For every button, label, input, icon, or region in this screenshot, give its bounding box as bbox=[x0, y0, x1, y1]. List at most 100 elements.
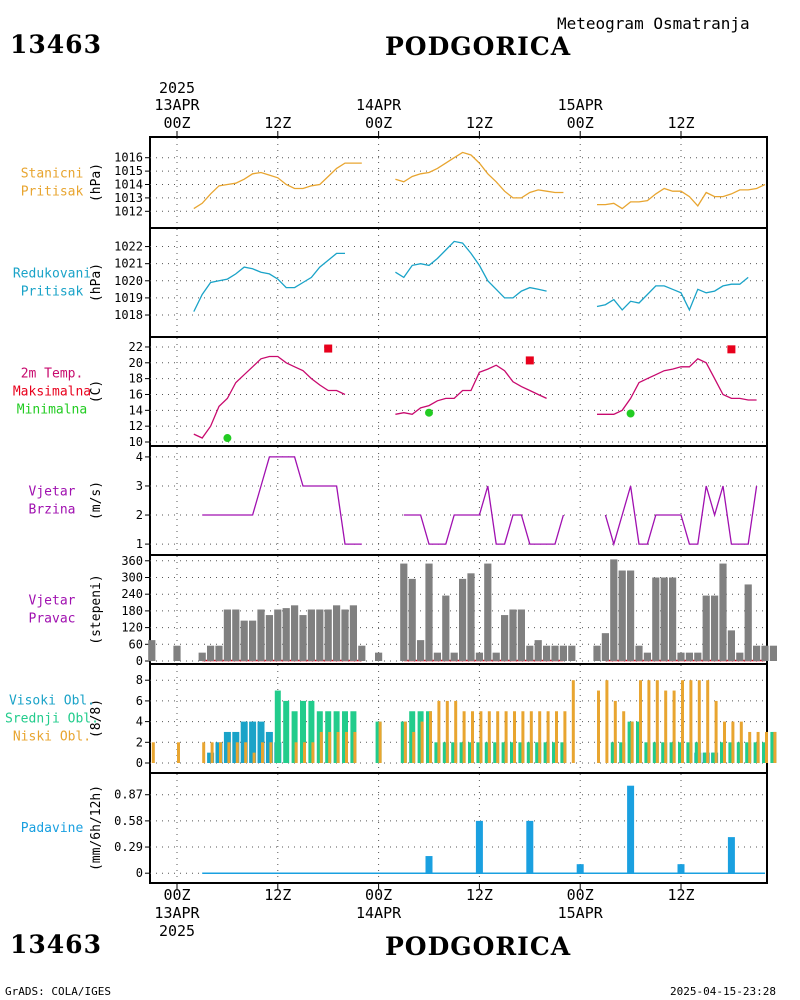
bottom-hour-label: 12Z bbox=[667, 886, 694, 904]
wind-direction-bar bbox=[568, 645, 576, 661]
cloud-bar-low bbox=[647, 680, 651, 763]
wind-direction-bar bbox=[475, 652, 483, 661]
panel-label: Pritisak bbox=[21, 285, 84, 300]
top-hour-label: 00Z bbox=[163, 114, 190, 132]
wind-direction-bar bbox=[240, 620, 248, 661]
series-line bbox=[395, 240, 547, 299]
wind-direction-bar bbox=[492, 652, 500, 661]
top-day-label: 13APR bbox=[154, 96, 200, 114]
wind-direction-bar bbox=[669, 577, 677, 661]
wind-direction-bar bbox=[702, 595, 710, 661]
cloud-bar-low bbox=[496, 711, 500, 763]
panel-label: Vjetar bbox=[29, 485, 76, 500]
wind-direction-bar bbox=[761, 645, 769, 661]
bottom-hour-label: 00Z bbox=[365, 886, 392, 904]
precip-bar bbox=[576, 864, 584, 874]
cloud-bar-low bbox=[261, 742, 264, 763]
footer-station-id: 13463 bbox=[10, 930, 102, 959]
cloud-bar-low bbox=[252, 752, 256, 763]
cloud-bar-low bbox=[622, 711, 626, 763]
y-tick-label: 2 bbox=[136, 508, 143, 522]
top-hour-label: 00Z bbox=[365, 114, 392, 132]
y-axis-label: (8/8) bbox=[89, 699, 104, 738]
top-hour-label: 12Z bbox=[667, 114, 694, 132]
series-line bbox=[193, 162, 362, 210]
panel-precipitation bbox=[145, 774, 767, 882]
wind-direction-bar bbox=[753, 645, 761, 661]
cloud-bar-low bbox=[613, 700, 617, 763]
y-tick-label: 0.58 bbox=[114, 814, 143, 828]
panel-wind_speed bbox=[145, 447, 767, 554]
cloud-bar-low bbox=[765, 731, 768, 763]
timestamp-label: 2025-04-15-23:28 bbox=[670, 985, 776, 998]
cloud-bar-low bbox=[731, 721, 735, 763]
y-tick-label: 6 bbox=[136, 694, 143, 708]
panel-label: Redukovani bbox=[13, 267, 91, 282]
min-temp-marker bbox=[425, 408, 433, 417]
y-tick-label: 14 bbox=[129, 403, 143, 417]
panel-wind_direction bbox=[145, 556, 777, 663]
cloud-bar-low bbox=[429, 711, 432, 763]
cloud-bar-low bbox=[328, 731, 332, 763]
wind-direction-bar bbox=[291, 605, 299, 661]
cloud-bar-mid bbox=[274, 690, 281, 763]
cloud-bar-low bbox=[462, 711, 466, 763]
wind-direction-bar bbox=[173, 645, 181, 661]
cloud-bar-low bbox=[563, 711, 567, 763]
precip-bar bbox=[526, 820, 534, 874]
cloud-bar-low bbox=[706, 680, 710, 763]
wind-direction-bar bbox=[459, 578, 467, 661]
y-tick-label: 1012 bbox=[114, 204, 143, 218]
cloud-bar-low bbox=[235, 742, 239, 763]
panel-label: Visoki Obl. bbox=[9, 694, 95, 709]
cloud-bar-low bbox=[303, 742, 306, 763]
wind-direction-bar bbox=[265, 615, 273, 661]
cloud-bar-low bbox=[244, 742, 248, 763]
station-id: 13463 bbox=[10, 30, 102, 59]
y-tick-label: 1022 bbox=[114, 240, 143, 254]
cloud-bar-low bbox=[773, 731, 777, 763]
panel-label: Maksimalna bbox=[13, 385, 91, 400]
wind-direction-bar bbox=[652, 577, 660, 661]
y-axis-label: (stepeni) bbox=[89, 574, 104, 644]
series-line bbox=[403, 485, 565, 545]
wind-direction-bar bbox=[627, 570, 635, 661]
top-year-label: 2025 bbox=[159, 79, 195, 97]
series-line bbox=[604, 485, 758, 547]
y-axis-label: (mm/6h/12h) bbox=[89, 785, 104, 871]
cloud-bar-low bbox=[336, 731, 340, 763]
wind-direction-bar bbox=[517, 609, 525, 661]
y-tick-label: 0.87 bbox=[114, 788, 143, 802]
cloud-bar-low bbox=[420, 721, 424, 763]
precip-bar bbox=[627, 785, 635, 874]
cloud-bar-low bbox=[202, 742, 206, 763]
panel-label: Vjetar bbox=[29, 594, 76, 609]
cloud-bar-low bbox=[177, 742, 180, 763]
cloud-bar-low bbox=[630, 721, 634, 763]
precip-bar bbox=[475, 820, 483, 874]
wind-direction-bar bbox=[274, 609, 282, 661]
y-tick-label: 1013 bbox=[114, 191, 143, 205]
top-day-label: 14APR bbox=[356, 96, 402, 114]
cloud-bar-mid bbox=[308, 700, 315, 763]
y-tick-label: 0 bbox=[136, 654, 143, 668]
panel-temperature_2m bbox=[145, 338, 767, 445]
wind-direction-bar bbox=[610, 559, 618, 661]
y-tick-label: 180 bbox=[121, 604, 143, 618]
y-tick-label: 0 bbox=[136, 866, 143, 880]
wind-direction-bar bbox=[324, 609, 332, 661]
panel-reduced_pressure bbox=[145, 229, 767, 336]
max-temp-marker bbox=[525, 356, 534, 365]
y-tick-label: 60 bbox=[129, 637, 143, 651]
wind-direction-bar bbox=[249, 620, 257, 661]
cloud-bar-low bbox=[655, 680, 659, 763]
wind-direction-bar bbox=[744, 584, 752, 661]
cloud-bar-low bbox=[748, 731, 752, 763]
cloud-bar-low bbox=[605, 680, 609, 763]
y-tick-label: 10 bbox=[129, 435, 143, 449]
y-axis-label: (hPa) bbox=[89, 263, 104, 302]
bottom-hour-label: 12Z bbox=[264, 886, 291, 904]
cloud-bar-low bbox=[739, 721, 743, 763]
top-hour-label: 00Z bbox=[567, 114, 594, 132]
cloud-bar-low bbox=[294, 742, 298, 763]
